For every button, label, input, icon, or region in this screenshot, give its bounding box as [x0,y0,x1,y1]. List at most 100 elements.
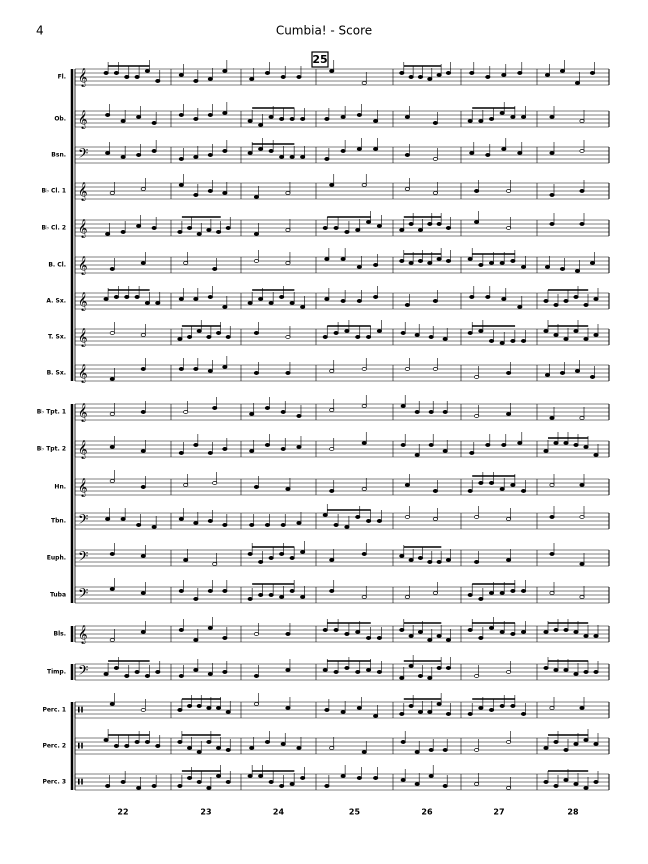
note-head [280,447,286,451]
page-number: 4 [36,24,44,38]
note-head [113,295,119,299]
note-head [247,301,253,305]
note-head [574,269,581,273]
note-head [264,71,271,75]
note-head [404,153,410,157]
note-head [329,408,335,412]
note-head [222,589,228,593]
note-head [361,487,367,491]
note-head [212,267,218,271]
note-head [155,301,161,305]
note-head [177,740,183,744]
instrument-label: Ob. [54,116,66,123]
instrument-label: Perc. 2 [42,743,66,750]
note-head [300,595,306,599]
note-head [366,335,372,339]
note-head [399,628,405,632]
note-head [113,666,119,670]
note-head [289,155,295,159]
note-head [340,115,346,119]
note-head [436,222,442,226]
note-head [593,297,599,301]
note-head [324,117,330,121]
note-head [285,371,291,375]
note-head [207,295,213,299]
note-head [559,69,566,73]
note-head [436,257,442,261]
note-head [506,226,512,230]
note-head [361,404,367,408]
note-head [544,373,551,377]
clef: 𝄞 [78,478,87,498]
note-head [579,595,585,599]
note-head [506,412,512,416]
note-head [520,630,527,634]
clef: 𝄞 [78,328,87,348]
note-head [222,149,228,153]
note-head [329,183,335,187]
instrument-label: B. Sx. [47,370,66,377]
note-head [268,301,274,305]
note-head [178,451,184,455]
note-head [225,710,231,714]
note-head [344,230,350,234]
clef: 𝄥 [78,773,83,792]
note-head [579,706,585,710]
note-head [253,632,260,636]
note-head [193,155,199,159]
note-head [474,220,480,224]
note-head [333,226,339,230]
note-head [583,786,589,790]
note-head [222,670,228,674]
note-head [249,523,255,527]
note-head [285,706,291,710]
clef: 𝄞 [78,68,87,88]
note-head [333,670,339,674]
instrument-label: B. Cl. [48,262,66,269]
note-head [427,222,433,226]
clef: 𝄢 [78,663,88,682]
note-head [414,782,420,786]
note-head [124,75,130,79]
note-head [520,339,527,343]
note-head [549,483,555,487]
note-head [216,331,222,335]
note-head [247,597,253,601]
note-head [543,630,549,634]
note-head [225,748,231,752]
note-head [207,589,213,593]
note-head [140,485,146,489]
note-head [109,191,115,195]
instrument-label: Bsn. [51,152,66,159]
measure-number: 26 [421,808,433,817]
instrument-label: Tbn. [51,518,66,525]
note-head [136,224,142,228]
note-head [187,335,193,339]
note-head [427,77,433,81]
measure-number: 23 [200,808,211,817]
note-head [289,117,295,121]
note-head [573,443,579,447]
note-head [178,183,184,187]
note-head [573,672,579,676]
note-head [593,634,599,638]
note-head [344,525,350,529]
note-head [247,552,253,556]
note-head [109,587,115,591]
measure-number: 24 [273,808,285,817]
clef: 𝄞 [78,182,87,202]
note-head [563,628,569,632]
note-head [559,371,566,375]
note-head [408,558,414,562]
note-head [136,523,142,527]
note-head [207,519,213,523]
note-head [478,636,484,640]
note-head [442,784,448,788]
note-head [589,71,596,75]
note-head [340,710,346,714]
note-head [333,331,339,335]
note-head [178,113,184,117]
note-head [488,708,495,712]
note-head [280,75,286,79]
